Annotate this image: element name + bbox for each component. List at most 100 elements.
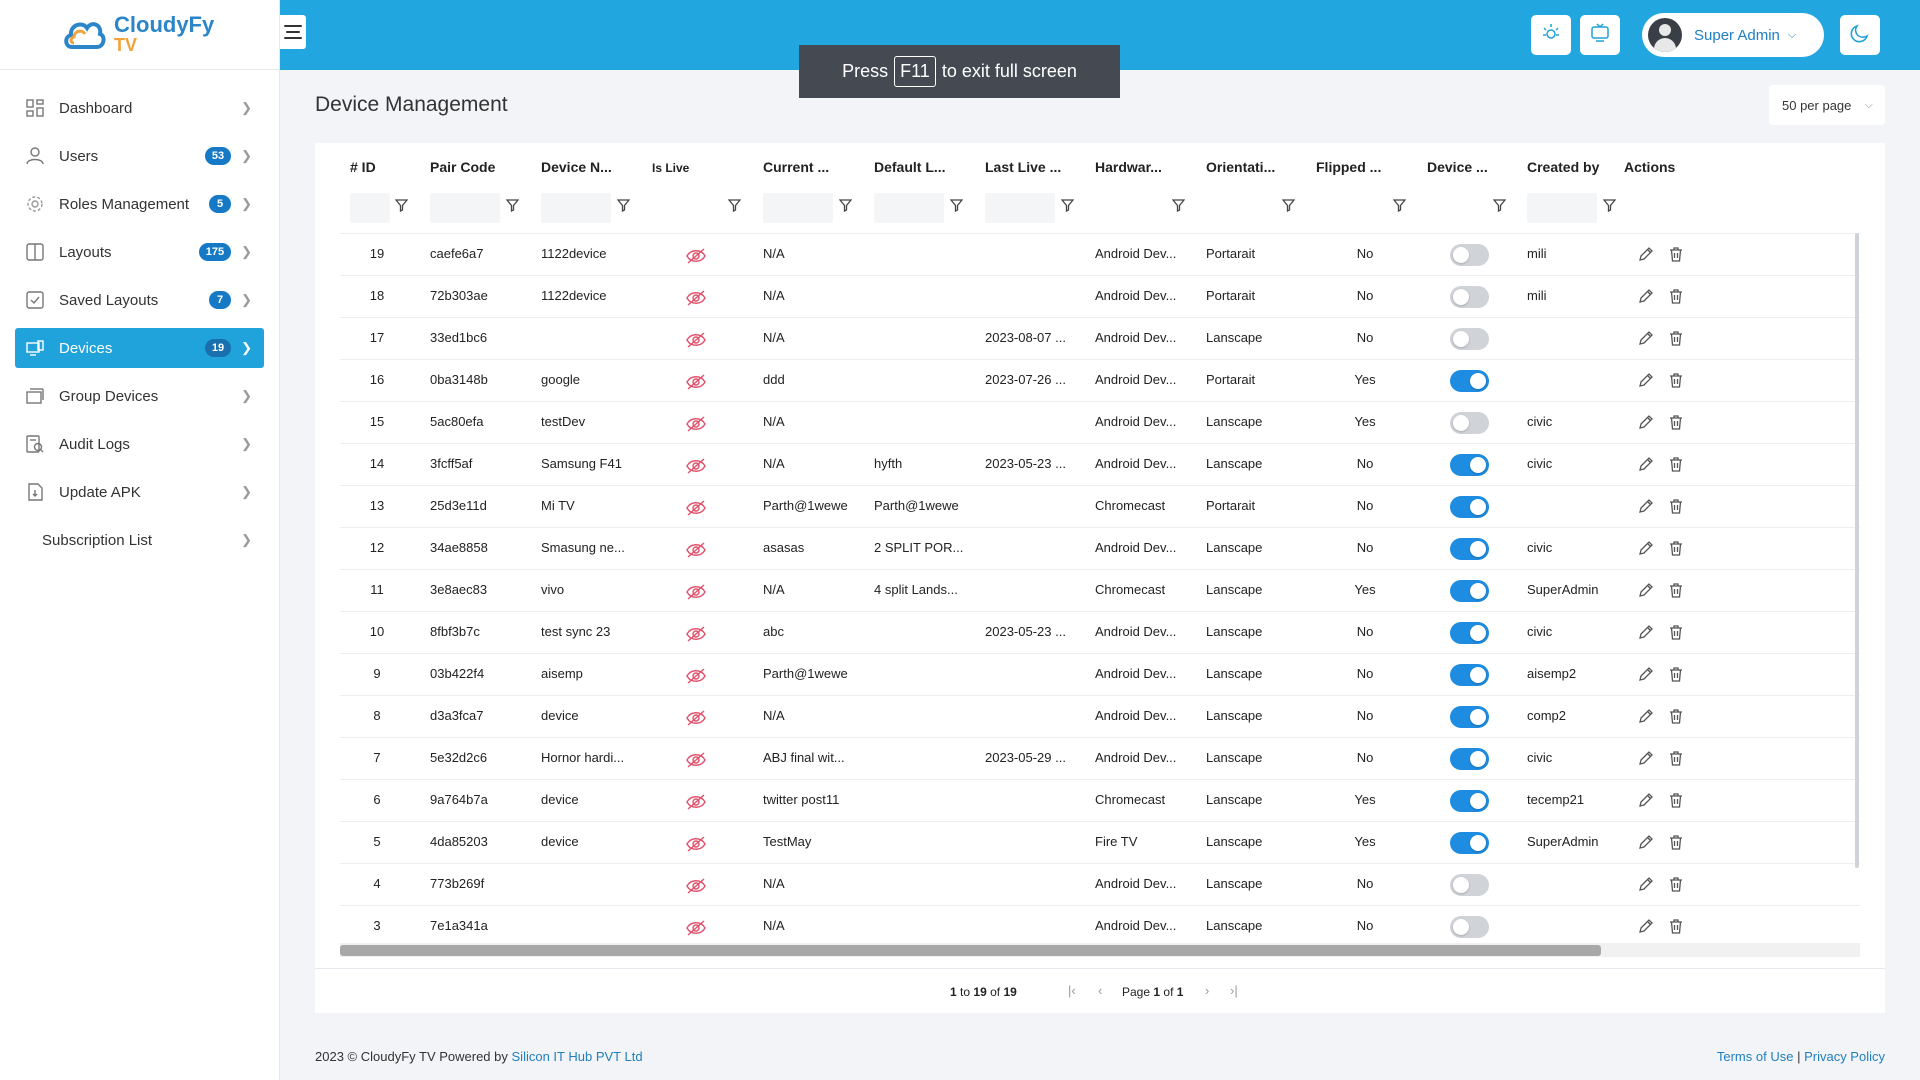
filter-icon[interactable] — [838, 199, 853, 213]
menu-toggle-button[interactable] — [280, 15, 306, 49]
column-header[interactable]: Actions — [1624, 159, 1676, 175]
trash-icon[interactable] — [1668, 456, 1686, 474]
column-filter-input[interactable] — [350, 193, 390, 223]
column-header[interactable]: Device ... — [1427, 159, 1488, 175]
column-header[interactable]: Pair Code — [430, 159, 496, 175]
column-header[interactable]: Created by — [1527, 159, 1600, 175]
edit-icon[interactable] — [1638, 708, 1656, 726]
edit-icon[interactable] — [1638, 876, 1656, 894]
sidebar-item-users[interactable]: Users 53 ❯ — [15, 136, 264, 176]
trash-icon[interactable] — [1668, 246, 1686, 264]
trash-icon[interactable] — [1668, 876, 1686, 894]
column-header[interactable]: Current ... — [763, 159, 830, 175]
filter-icon[interactable] — [1602, 199, 1617, 213]
notification-button[interactable] — [1531, 15, 1571, 55]
table-row[interactable]: 18 72b303ae 1122device N/A Android Dev... Por… — [340, 275, 1860, 317]
terms-link[interactable]: Terms of Use — [1716, 1049, 1794, 1064]
first-page-button[interactable]: |‹ — [1068, 983, 1076, 998]
table-row[interactable]: 11 3e8aec83 vivo N/A 4 split Lands... Chromec… — [340, 569, 1860, 611]
column-filter-input[interactable] — [985, 193, 1055, 223]
last-page-button[interactable]: ›| — [1230, 983, 1238, 998]
table-row[interactable]: 6 9a764b7a device twitter post11 Chromecast L… — [340, 779, 1860, 821]
filter-icon[interactable] — [727, 199, 742, 213]
filter-icon[interactable] — [949, 199, 964, 213]
device-toggle[interactable] — [1450, 790, 1489, 812]
edit-icon[interactable] — [1638, 456, 1656, 474]
edit-icon[interactable] — [1638, 372, 1656, 390]
column-filter-input[interactable] — [874, 193, 944, 223]
table-row[interactable]: 5 4da85203 device TestMay Fire TV Lanscape Yes… — [340, 821, 1860, 863]
vertical-scrollbar[interactable] — [1855, 233, 1859, 868]
privacy-link[interactable]: Privacy Policy — [1804, 1049, 1885, 1064]
sidebar-item-dashboard[interactable]: Dashboard ❯ — [15, 88, 264, 128]
trash-icon[interactable] — [1668, 288, 1686, 306]
table-row[interactable]: 17 33ed1bc6 N/A 2023-08-07 ... Android Dev..… — [340, 317, 1860, 359]
filter-icon[interactable] — [1281, 199, 1296, 213]
filter-icon[interactable] — [1060, 199, 1075, 213]
device-toggle[interactable] — [1450, 916, 1489, 938]
column-header[interactable]: Is Live — [652, 161, 690, 175]
trash-icon[interactable] — [1668, 498, 1686, 516]
column-header[interactable]: Last Live ... — [985, 159, 1062, 175]
table-row[interactable]: 10 8fbf3b7c test sync 23 abc 2023-05-23 ... A… — [340, 611, 1860, 653]
sidebar-item-subscription-list[interactable]: Subscription List ❯ — [15, 520, 264, 560]
edit-icon[interactable] — [1638, 624, 1656, 642]
trash-icon[interactable] — [1668, 834, 1686, 852]
sidebar-item-saved-layouts[interactable]: Saved Layouts 7 ❯ — [15, 280, 264, 320]
trash-icon[interactable] — [1668, 372, 1686, 390]
column-filter-input[interactable] — [763, 193, 833, 223]
sidebar-item-devices[interactable]: Devices 19 ❯ — [15, 328, 264, 368]
device-toggle[interactable] — [1450, 412, 1489, 434]
device-toggle[interactable] — [1450, 496, 1489, 518]
user-menu[interactable]: Super Admin ⌵ — [1642, 13, 1824, 57]
trash-icon[interactable] — [1668, 582, 1686, 600]
table-row[interactable]: 8 d3a3fca7 device N/A Android Dev... Lanscape… — [340, 695, 1860, 737]
table-row[interactable]: 9 03b422f4 aisemp Parth@1wewe Android Dev...… — [340, 653, 1860, 695]
edit-icon[interactable] — [1638, 288, 1656, 306]
device-toggle[interactable] — [1450, 706, 1489, 728]
filter-icon[interactable] — [616, 199, 631, 213]
trash-icon[interactable] — [1668, 750, 1686, 768]
filter-icon[interactable] — [1171, 199, 1186, 213]
column-header[interactable]: Hardwar... — [1095, 159, 1162, 175]
table-row[interactable]: 16 0ba3148b google ddd 2023-07-26 ... Android… — [340, 359, 1860, 401]
column-header[interactable]: # ID — [350, 159, 376, 175]
column-header[interactable]: Device N... — [541, 159, 612, 175]
table-row[interactable]: 3 7e1a341a N/A Android Dev... Lanscape No — [340, 905, 1860, 947]
column-filter-input[interactable] — [430, 193, 500, 223]
edit-icon[interactable] — [1638, 414, 1656, 432]
filter-icon[interactable] — [505, 199, 520, 213]
trash-icon[interactable] — [1668, 792, 1686, 810]
device-toggle[interactable] — [1450, 454, 1489, 476]
device-toggle[interactable] — [1450, 580, 1489, 602]
company-link[interactable]: Silicon IT Hub PVT Ltd — [511, 1049, 643, 1064]
per-page-select[interactable]: 50 per page ⌵ — [1769, 85, 1885, 125]
device-toggle[interactable] — [1450, 622, 1489, 644]
device-toggle[interactable] — [1450, 748, 1489, 770]
edit-icon[interactable] — [1638, 750, 1656, 768]
edit-icon[interactable] — [1638, 792, 1656, 810]
table-row[interactable]: 14 3fcff5af Samsung F41 N/A hyfth 2023-05-23 … — [340, 443, 1860, 485]
table-row[interactable]: 7 5e32d2c6 Hornor hardi... ABJ final wit...… — [340, 737, 1860, 779]
edit-icon[interactable] — [1638, 498, 1656, 516]
trash-icon[interactable] — [1668, 624, 1686, 642]
column-header[interactable]: Flipped ... — [1316, 159, 1382, 175]
edit-icon[interactable] — [1638, 246, 1656, 264]
sidebar-item-layouts[interactable]: Layouts 175 ❯ — [15, 232, 264, 272]
table-row[interactable]: 15 5ac80efa testDev N/A Android Dev... Lansca… — [340, 401, 1860, 443]
device-toggle[interactable] — [1450, 874, 1489, 896]
edit-icon[interactable] — [1638, 918, 1656, 936]
edit-icon[interactable] — [1638, 330, 1656, 348]
device-toggle[interactable] — [1450, 664, 1489, 686]
device-toggle[interactable] — [1450, 370, 1489, 392]
column-header[interactable]: Default L... — [874, 159, 946, 175]
trash-icon[interactable] — [1668, 666, 1686, 684]
edit-icon[interactable] — [1638, 582, 1656, 600]
filter-icon[interactable] — [1392, 199, 1407, 213]
table-row[interactable]: 12 34ae8858 Smasung ne... asasas 2 SPLIT POR… — [340, 527, 1860, 569]
horizontal-scrollbar-thumb[interactable] — [340, 945, 1601, 956]
trash-icon[interactable] — [1668, 918, 1686, 936]
device-toggle[interactable] — [1450, 328, 1489, 350]
next-page-button[interactable]: › — [1205, 983, 1210, 998]
prev-page-button[interactable]: ‹ — [1098, 983, 1103, 998]
